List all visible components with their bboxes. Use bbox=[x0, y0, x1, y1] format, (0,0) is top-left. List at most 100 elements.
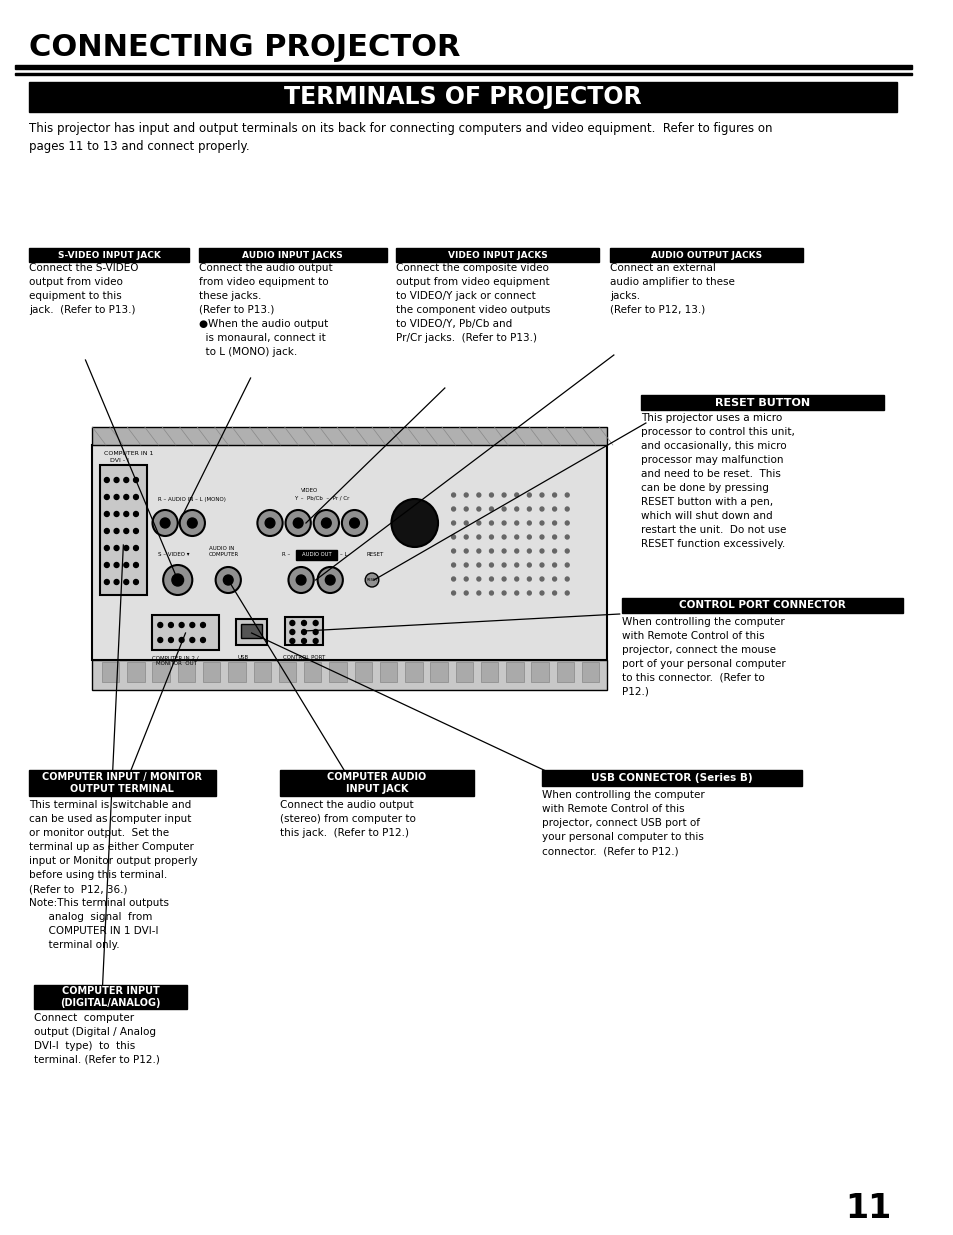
Circle shape bbox=[501, 550, 505, 553]
Circle shape bbox=[489, 563, 493, 567]
Text: CONTROL PORT CONNECTOR: CONTROL PORT CONNECTOR bbox=[679, 600, 845, 610]
Circle shape bbox=[265, 517, 274, 529]
Circle shape bbox=[527, 535, 531, 538]
Circle shape bbox=[314, 510, 338, 536]
Circle shape bbox=[451, 508, 455, 511]
Circle shape bbox=[179, 622, 184, 627]
Circle shape bbox=[501, 592, 505, 595]
Bar bbox=[278, 662, 296, 682]
Circle shape bbox=[172, 574, 183, 585]
Text: COMPUTER AUDIO
INPUT JACK: COMPUTER AUDIO INPUT JACK bbox=[327, 772, 426, 794]
Circle shape bbox=[476, 521, 480, 525]
Circle shape bbox=[451, 563, 455, 567]
Bar bbox=[279, 769, 474, 797]
Circle shape bbox=[104, 529, 110, 534]
Circle shape bbox=[464, 493, 468, 496]
Bar bbox=[355, 662, 372, 682]
Circle shape bbox=[464, 592, 468, 595]
Text: COMPUTER INPUT / MONITOR
OUTPUT TERMINAL: COMPUTER INPUT / MONITOR OUTPUT TERMINAL bbox=[42, 772, 202, 794]
Circle shape bbox=[301, 630, 306, 635]
Circle shape bbox=[451, 493, 455, 496]
Circle shape bbox=[539, 550, 543, 553]
Circle shape bbox=[565, 535, 569, 538]
Text: R – AUDIO IN – L (MONO): R – AUDIO IN – L (MONO) bbox=[158, 496, 226, 501]
Circle shape bbox=[476, 592, 480, 595]
Circle shape bbox=[565, 508, 569, 511]
Bar bbox=[102, 662, 119, 682]
Text: This terminal is switchable and
can be used as computer input
or monitor output.: This terminal is switchable and can be u… bbox=[30, 800, 197, 950]
Circle shape bbox=[290, 620, 294, 625]
Text: RESET: RESET bbox=[366, 578, 377, 582]
Circle shape bbox=[501, 521, 505, 525]
Circle shape bbox=[539, 508, 543, 511]
Circle shape bbox=[565, 577, 569, 580]
Circle shape bbox=[391, 499, 437, 547]
Circle shape bbox=[114, 529, 119, 534]
Circle shape bbox=[539, 577, 543, 580]
Circle shape bbox=[104, 562, 110, 568]
Circle shape bbox=[169, 637, 173, 642]
Circle shape bbox=[301, 638, 306, 643]
Circle shape bbox=[350, 517, 359, 529]
Circle shape bbox=[527, 592, 531, 595]
Circle shape bbox=[160, 517, 170, 529]
Text: This projector uses a micro
processor to control this unit,
and occasionally, th: This projector uses a micro processor to… bbox=[640, 412, 794, 550]
Circle shape bbox=[464, 577, 468, 580]
Circle shape bbox=[190, 637, 194, 642]
Circle shape bbox=[552, 592, 556, 595]
Text: Connect the composite video
output from video equipment
to VIDEO/Y jack or conne: Connect the composite video output from … bbox=[395, 263, 550, 343]
Circle shape bbox=[565, 563, 569, 567]
Circle shape bbox=[124, 511, 129, 516]
Circle shape bbox=[552, 508, 556, 511]
Circle shape bbox=[290, 638, 294, 643]
Text: When controlling the computer
with Remote Control of this
projector, connect the: When controlling the computer with Remot… bbox=[621, 618, 784, 697]
Circle shape bbox=[515, 493, 518, 496]
Circle shape bbox=[489, 535, 493, 538]
Bar bbox=[127, 662, 145, 682]
Circle shape bbox=[476, 493, 480, 496]
Bar bbox=[235, 619, 267, 645]
Circle shape bbox=[539, 563, 543, 567]
Text: COMPUTER IN 1: COMPUTER IN 1 bbox=[104, 451, 153, 456]
Text: Connect the audio output
from video equipment to
these jacks.
(Refer to P13.)
●W: Connect the audio output from video equi… bbox=[199, 263, 333, 357]
Circle shape bbox=[200, 637, 205, 642]
Circle shape bbox=[464, 521, 468, 525]
Bar bbox=[379, 662, 396, 682]
Circle shape bbox=[451, 550, 455, 553]
Circle shape bbox=[565, 550, 569, 553]
Circle shape bbox=[104, 511, 110, 516]
Circle shape bbox=[124, 478, 129, 483]
Text: USB CONNECTOR (Series B): USB CONNECTOR (Series B) bbox=[591, 773, 752, 783]
Bar bbox=[296, 550, 336, 559]
Text: MONITOR  OUT: MONITOR OUT bbox=[156, 661, 197, 666]
Circle shape bbox=[451, 535, 455, 538]
Circle shape bbox=[325, 576, 335, 585]
Circle shape bbox=[527, 521, 531, 525]
Bar bbox=[541, 769, 801, 785]
Circle shape bbox=[565, 592, 569, 595]
Circle shape bbox=[552, 577, 556, 580]
Bar bbox=[304, 662, 321, 682]
Circle shape bbox=[114, 579, 119, 584]
Circle shape bbox=[476, 535, 480, 538]
Circle shape bbox=[187, 517, 197, 529]
Circle shape bbox=[539, 592, 543, 595]
Bar bbox=[329, 662, 346, 682]
Circle shape bbox=[552, 563, 556, 567]
Circle shape bbox=[527, 493, 531, 496]
Circle shape bbox=[114, 478, 119, 483]
Circle shape bbox=[539, 493, 543, 496]
Text: R –: R – bbox=[281, 552, 290, 557]
Bar bbox=[177, 662, 195, 682]
Circle shape bbox=[124, 562, 129, 568]
Circle shape bbox=[133, 529, 138, 534]
Circle shape bbox=[565, 493, 569, 496]
Circle shape bbox=[124, 546, 129, 551]
Text: – L: – L bbox=[339, 552, 347, 557]
Circle shape bbox=[464, 508, 468, 511]
Circle shape bbox=[464, 563, 468, 567]
Circle shape bbox=[133, 579, 138, 584]
Circle shape bbox=[301, 620, 306, 625]
Circle shape bbox=[365, 573, 378, 587]
Bar bbox=[240, 624, 262, 638]
